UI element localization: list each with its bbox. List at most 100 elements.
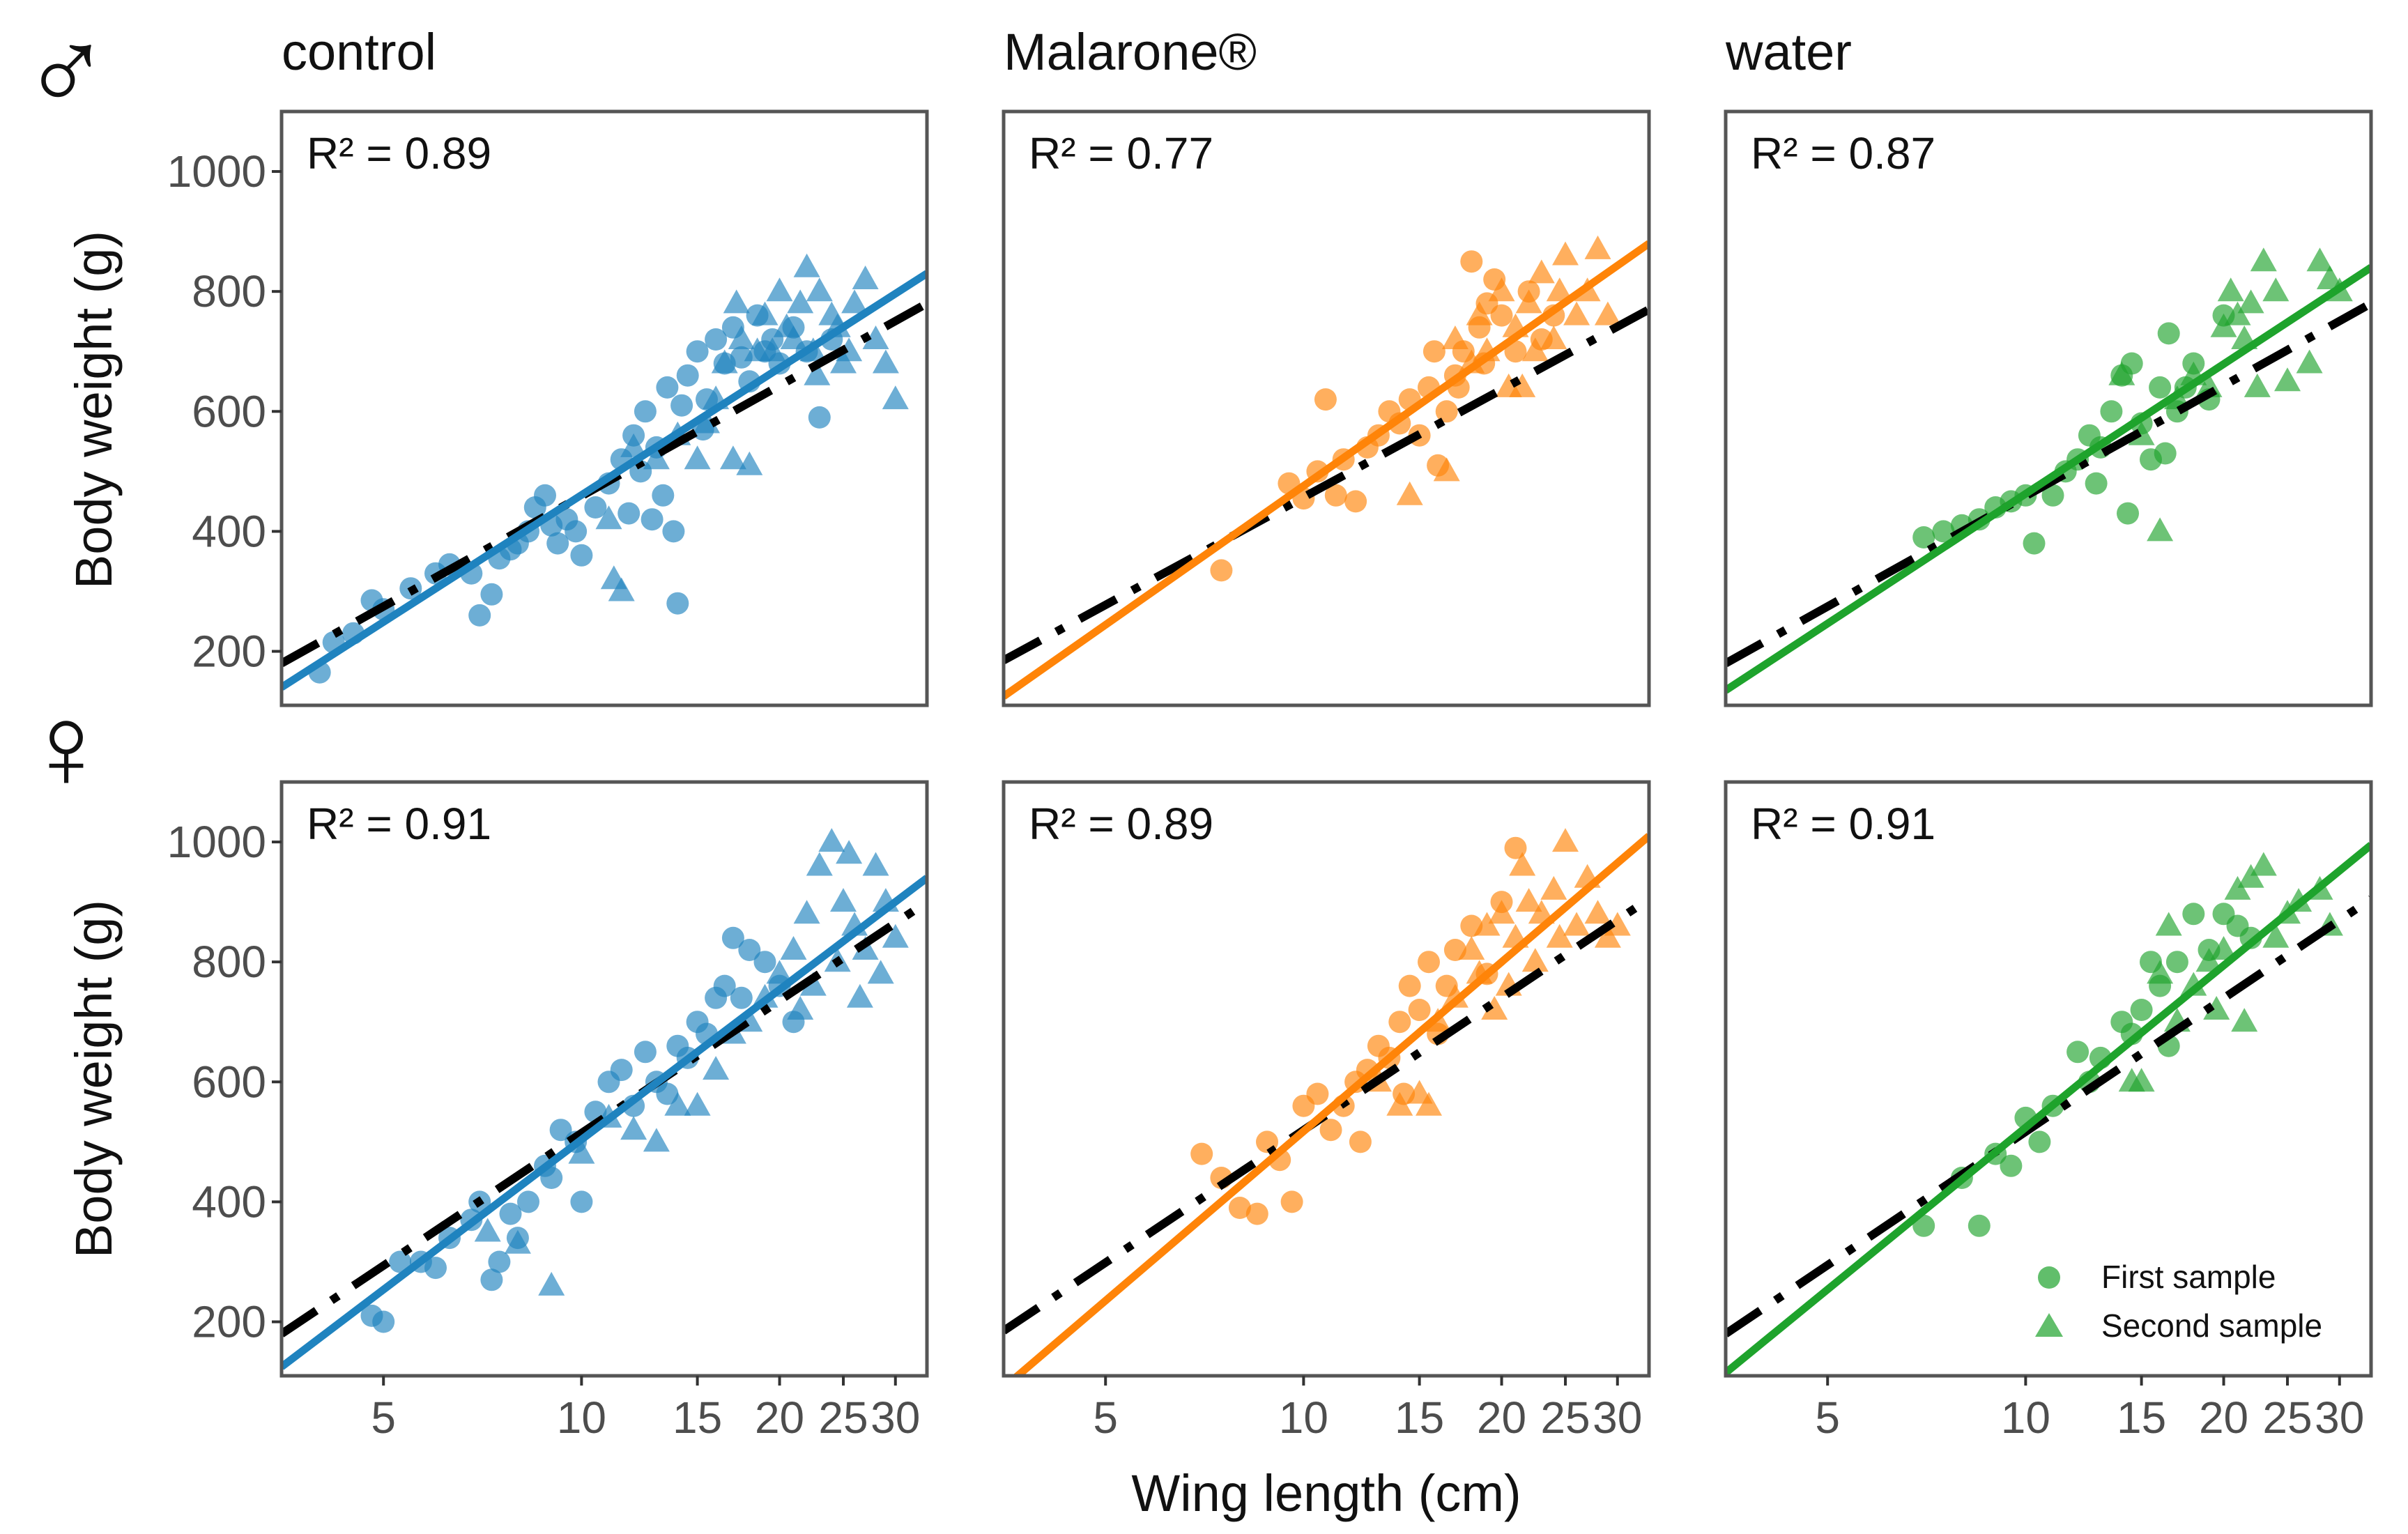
panel-female-water-point-second-sample: [2237, 864, 2264, 888]
panel-male-control-point-second-sample: [751, 301, 779, 325]
panel-female-malarone-marks: [1004, 828, 1649, 1376]
panel-male-water-point-first-sample: [2085, 472, 2108, 495]
panel-male-malarone-point-second-sample: [1546, 277, 1573, 302]
panel-female-control-point-second-sample: [793, 900, 820, 924]
panel-male-control-point-first-sample: [641, 508, 664, 531]
panel-male-control-point-second-sample: [841, 289, 868, 314]
panel-male-control-point-first-sample: [666, 592, 689, 615]
panel-female-malarone-point-first-sample: [1306, 1082, 1329, 1105]
panel-male-water-point-second-sample: [2108, 361, 2135, 385]
panel-female-control-y-tick-label: 400: [192, 1176, 266, 1227]
panel-male-malarone: R² = 0.77: [1002, 109, 1651, 707]
legend-label-second-sample: Second sample: [2101, 1307, 2322, 1344]
panel-male-malarone-point-first-sample: [1422, 340, 1445, 363]
panel-male-water-point-first-sample: [2120, 352, 2143, 375]
panel-female-malarone-x-tick-label: 30: [1593, 1393, 1642, 1443]
panel-female-malarone-point-first-sample: [1245, 1202, 1268, 1225]
panel-male-water-point-second-sample: [2296, 349, 2323, 374]
panel-male-water-point-second-sample: [2217, 277, 2244, 302]
panel-female-water-x-tick-label: 5: [1815, 1393, 1840, 1443]
panel-female-malarone-point-second-sample: [1540, 875, 1567, 900]
legend-triangle-marker: [2035, 1313, 2063, 1337]
panel-male-control-point-second-sample: [862, 325, 889, 349]
panel-female-malarone-x-tick-label: 25: [1540, 1393, 1590, 1443]
panel-male-water: R² = 0.87: [1724, 109, 2373, 707]
panel-male-control-y-tick-label: 400: [192, 506, 266, 556]
panel-female-control-point-second-sample: [787, 996, 814, 1020]
panel-female-control-point-second-sample: [830, 888, 857, 912]
panel-female-malarone: R² = 0.89 5 10 15 20 25 30: [1002, 780, 1651, 1443]
panel-female-control-y-tick-label: 600: [192, 1057, 266, 1107]
panel-male-malarone-point-second-sample: [1396, 481, 1423, 505]
panel-female-control-point-second-sample: [703, 1056, 730, 1080]
panel-male-water-point-first-sample: [1912, 526, 1935, 549]
panel-male-control-point-first-sample: [618, 502, 641, 525]
panel-male-malarone-point-second-sample: [1563, 301, 1590, 325]
panel-female-malarone-point-first-sample: [1190, 1142, 1213, 1165]
panel-female-malarone-point-first-sample: [1388, 1011, 1411, 1034]
panel-male-control-point-first-sample: [705, 328, 728, 351]
panel-female-control-point-first-sample: [634, 1041, 657, 1064]
panel-female-water-point-second-sample: [2250, 852, 2277, 876]
panel-male-water-point-first-sample: [1932, 520, 1955, 543]
panel-female-control-point-second-sample: [504, 1229, 531, 1254]
panel-female-malarone-point-first-sample: [1398, 974, 1421, 997]
panel-female-malarone-point-second-sample: [1515, 888, 1542, 912]
panel-male-water-point-second-sample: [2224, 301, 2251, 325]
panel-female-control-point-first-sample: [753, 951, 776, 974]
panel-male-control-point-first-sample: [546, 532, 569, 555]
panel-female-water-point-second-sample: [2224, 875, 2251, 900]
panel-male-malarone-r2-label: R² = 0.77: [1029, 128, 1213, 178]
panel-male-control-point-second-sample: [600, 565, 627, 590]
panel-female-malarone-point-first-sample: [1319, 1119, 1342, 1142]
panel-female-malarone-point-second-sample: [1473, 912, 1501, 936]
panel-male-water-point-first-sample: [2041, 484, 2064, 507]
panel-female-control-point-second-sample: [846, 983, 873, 1008]
panel-female-control-point-first-sample: [730, 986, 753, 1009]
panel-female-control-point-first-sample: [738, 939, 761, 961]
panel-male-control-point-first-sample: [662, 520, 685, 543]
panel-male-control-y-tick-label: 800: [192, 266, 266, 316]
panel-female-malarone-point-first-sample: [1228, 1197, 1251, 1219]
panel-female-water-marks: [1726, 842, 2371, 1376]
panel-male-water-point-first-sample: [2117, 502, 2139, 525]
panel-female-malarone-point-second-sample: [1416, 1091, 1442, 1116]
panel-male-water-point-first-sample: [2149, 376, 2172, 399]
panel-male-control-frame: [279, 109, 929, 707]
panel-male-control-point-second-sample: [620, 433, 647, 457]
panel-male-malarone-point-first-sample: [1504, 340, 1527, 363]
panel-male-control-point-second-sample: [643, 445, 670, 470]
panel-male-control-point-second-sample: [793, 253, 820, 277]
panel-female-control-point-first-sample: [424, 1257, 447, 1280]
panel-female-control-y-tick-label: 800: [192, 937, 266, 987]
panel-male-control-point-first-sample: [565, 520, 588, 543]
panel-female-control-r2-label: R² = 0.91: [307, 799, 491, 849]
panel-male-water-point-second-sample: [2274, 367, 2301, 392]
panel-male-control-marks: [282, 253, 927, 691]
panel-female-control-point-first-sample: [372, 1310, 395, 1333]
panel-female-control-point-first-sample: [713, 974, 736, 997]
panel-female-control-x-tick-label: 5: [371, 1393, 396, 1443]
panel-female-water-x-tick-label: 15: [2117, 1393, 2166, 1443]
panel-male-control-r2-label: R² = 0.89: [307, 128, 491, 178]
panel-female-malarone-point-second-sample: [1509, 852, 1536, 876]
panel-male-control-point-second-sample: [608, 577, 635, 601]
panel-female-malarone-point-second-sample: [1521, 948, 1549, 972]
panel-female-malarone-point-second-sample: [1594, 923, 1621, 948]
panel-female-control: R² = 0.91 200 400 600 800 1000 5 10 15 20 25 30: [167, 780, 929, 1443]
panel-male-control-point-second-sample: [787, 289, 814, 314]
panel-male-malarone-point-second-sample: [1540, 325, 1567, 349]
panel-female-control-y-tick-label: 200: [192, 1297, 266, 1347]
panel-male-water-point-first-sample: [2023, 532, 2046, 555]
panel-male-control-point-first-sample: [730, 346, 753, 369]
panel-female-control-point-second-sample: [664, 1091, 691, 1116]
panel-female-water-x-tick-label: 20: [2199, 1393, 2248, 1443]
panel-female-control-point-first-sample: [480, 1268, 503, 1291]
panel-male-water-marks: [1726, 247, 2371, 694]
panel-female-water-r2-label: R² = 0.91: [1751, 799, 1935, 849]
panel-female-water-x-tick-label: 25: [2262, 1393, 2312, 1443]
panel-male-water-frame: [1724, 109, 2373, 707]
y-axis-title-bottom: Body weight (g): [65, 900, 123, 1258]
panel-male-water-point-second-sample: [2210, 313, 2237, 337]
